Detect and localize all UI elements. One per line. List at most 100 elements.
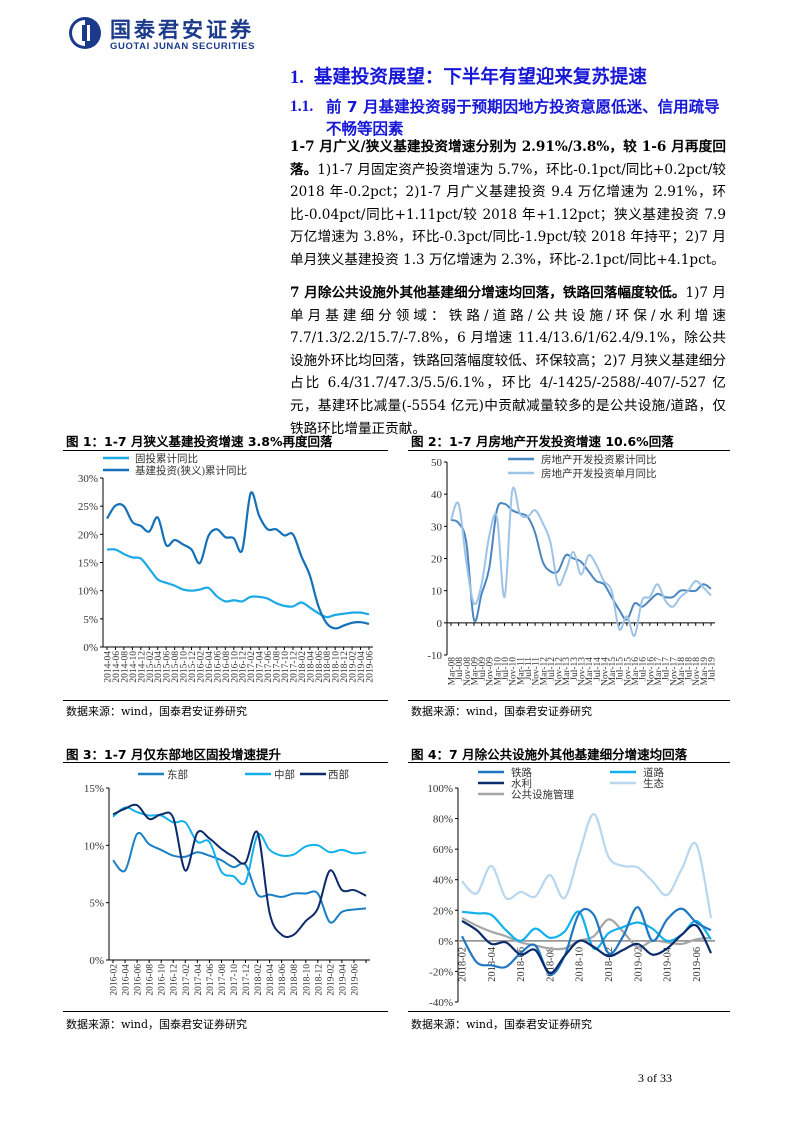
figure-4-top-rule: [408, 762, 730, 763]
x-tick-label: 2017-06: [264, 651, 274, 683]
x-tick-label: 2017-04: [256, 651, 266, 683]
section-heading: 1. 基建投资展望：下半年有望迎来复苏提速: [290, 63, 647, 89]
y-tick-label: -40%: [429, 997, 453, 1009]
x-tick-label: Nov-09: [486, 657, 496, 686]
paragraph-2: 7 月除公共设施外其他基建细分增速均回落，铁路回落幅度较低。1)7 月单月基建细…: [290, 282, 726, 440]
x-tick-label: 2017-02: [182, 964, 192, 996]
y-tick-label: 15%: [78, 558, 98, 570]
x-tick-label: 2017-02: [247, 651, 257, 683]
x-tick-label: 2014-08: [120, 651, 130, 683]
x-tick-label: 2017-06: [206, 964, 216, 996]
y-tick-label: 80%: [433, 814, 453, 826]
figure-3-source: 数据来源：wind，国泰君安证券研究: [66, 1018, 248, 1031]
figure-3-bottom-rule: [63, 1011, 388, 1012]
x-tick-label: 2017-08: [273, 651, 283, 683]
legend-label: 固投累计同比: [135, 452, 198, 465]
x-tick-label: Nov-14: [600, 657, 610, 686]
x-tick-label: Mar-09: [470, 657, 480, 686]
x-tick-label: 2014-10: [129, 651, 139, 683]
x-tick-label: 2017-12: [289, 651, 299, 683]
y-tick-label: -20%: [429, 966, 453, 978]
figure-3-top-rule: [63, 762, 388, 763]
x-tick-label: 2017-10: [230, 964, 240, 996]
x-tick-label: Nov-10: [509, 657, 519, 686]
x-tick-label: 2018-06: [315, 651, 325, 683]
figure-1-source: 数据来源：wind，国泰君安证券研究: [66, 705, 248, 718]
x-tick-label: Mar-10: [493, 657, 503, 686]
x-tick-label: Jul-15: [616, 657, 626, 681]
x-tick-label: 2015-10: [180, 651, 190, 683]
y-tick-label: 10: [431, 586, 443, 598]
subsection-number: 1.1.: [290, 98, 314, 115]
x-tick-label: 2018-08: [545, 947, 556, 982]
x-tick-label: 2015-12: [188, 651, 198, 683]
x-tick-label: Mar-11: [516, 657, 526, 685]
figure-2-chart: -1001020304050Mar-08Jul-08Nov-08Mar-09Ju…: [427, 453, 718, 686]
series-line-1: [112, 806, 367, 886]
x-tick-label: Nov-15: [623, 657, 633, 686]
x-tick-label: Mar-13: [562, 657, 572, 686]
x-tick-label: 2015-02: [146, 651, 156, 683]
series-line-1: [106, 491, 370, 630]
x-tick-label: 2019-02: [326, 964, 336, 996]
x-tick-label: 2018-10: [302, 964, 312, 996]
series-line-1: [461, 910, 712, 951]
logo-emblem-icon: [69, 17, 101, 49]
figure-1-top-rule: [63, 450, 388, 451]
x-tick-label: 2018-04: [306, 651, 316, 683]
logo-text-cn: 国泰君安证券: [110, 18, 254, 42]
x-tick-label: 2018-10: [332, 651, 342, 683]
x-tick-label: Nov-17: [669, 657, 679, 686]
series-line-0: [112, 831, 367, 924]
y-tick-label: 25%: [78, 501, 98, 513]
legend-label: 房地产开发投资累计同比: [541, 453, 657, 466]
figure-1-chart: 0% 5% 10% 15% 20% 25% 30% 2014-042014-062014-08…: [78, 452, 376, 683]
subsection-title: 前 7 月基建投资弱于预期因地方投资意愿低迷、信用疏导不畅等因素: [326, 98, 720, 138]
y-tick-label: 10%: [84, 840, 104, 852]
x-tick-label: Jul-14: [593, 657, 603, 681]
figure-1-bottom-rule: [63, 700, 388, 701]
x-tick-label: Nov-18: [692, 657, 702, 686]
x-tick-label: 2018-02: [298, 651, 308, 683]
section-number: 1.: [290, 68, 304, 88]
x-tick-label: 2018-02: [458, 947, 469, 982]
x-tick-label: Mar-12: [539, 657, 549, 686]
y-tick-label: 20%: [433, 905, 453, 917]
subsection-heading: 1.1. 前 7 月基建投资弱于预期因地方投资意愿低迷、信用疏导不畅等因素: [290, 96, 730, 140]
figure-4-source: 数据来源：wind，国泰君安证券研究: [411, 1018, 593, 1031]
series-line-1: [450, 486, 712, 637]
x-tick-label: 2019-02: [349, 651, 359, 683]
y-tick-label: -10: [427, 650, 442, 662]
y-tick-label: 50: [431, 457, 443, 469]
x-tick-label: 2016-08: [222, 651, 232, 683]
figure-3-chart: 0%5%10%15%2016-02 2016-04 2016-06 2016-08 20…: [84, 768, 370, 996]
x-tick-label: Jul-09: [478, 657, 488, 681]
y-tick-label: 0%: [89, 955, 104, 967]
y-tick-label: 0: [437, 618, 443, 630]
x-tick-label: 2016-02: [110, 964, 120, 996]
figure-2-top-rule: [408, 450, 730, 451]
x-tick-label: Nov-16: [646, 657, 656, 686]
y-tick-label: 30: [431, 521, 443, 533]
x-tick-label: 2017-12: [242, 964, 252, 996]
legend-label: 东部: [167, 768, 188, 781]
x-tick-label: 2018-12: [604, 947, 615, 982]
x-tick-label: Nov-12: [555, 657, 565, 686]
x-tick-label: 2018-02: [254, 964, 264, 996]
x-tick-label: Jul-16: [639, 657, 649, 681]
x-tick-label: 2017-04: [194, 964, 204, 996]
x-tick-label: 2014-06: [112, 651, 122, 683]
legend-label: 西部: [328, 768, 349, 781]
series-line-0: [461, 906, 712, 976]
legend-label: 水利: [511, 778, 532, 790]
logo-text-en: GUOTAI JUNAN SECURITIES: [110, 41, 256, 52]
x-tick-label: 2016-04: [205, 651, 215, 683]
legend-label: 生态: [643, 777, 664, 790]
series-line-2: [112, 803, 367, 938]
x-tick-label: 2016-12: [239, 651, 249, 683]
x-tick-label: 2017-08: [218, 964, 228, 996]
x-tick-label: Jul-19: [708, 657, 718, 681]
x-tick-label: 2019-02: [633, 947, 644, 982]
x-tick-label: 2014-12: [137, 651, 147, 683]
company-logo: 国泰君安证券 GUOTAI JUNAN SECURITIES: [68, 14, 298, 54]
